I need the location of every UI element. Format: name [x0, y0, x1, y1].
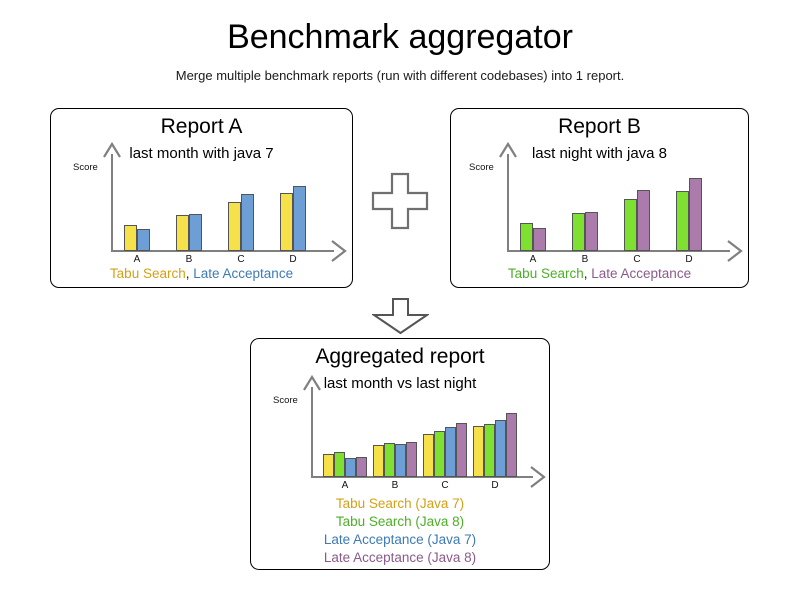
plus-sign-icon: [371, 172, 429, 230]
legend-item-late-acceptance: Late Acceptance: [193, 266, 294, 281]
x-axis-tick-label: B: [391, 480, 399, 491]
bar: [334, 452, 345, 477]
panel-report-a: Report A last month with java 7 Score A B C…: [50, 108, 353, 288]
bar: [124, 225, 137, 251]
bar: [445, 427, 456, 477]
bar: [373, 444, 384, 477]
bar: [323, 454, 334, 477]
bar: [689, 178, 702, 251]
chart-report-b-legend: Tabu Search, Late Acceptance: [451, 266, 748, 281]
x-axis-tick-label: A: [529, 254, 537, 265]
y-axis-label: Score: [469, 162, 494, 173]
panel-report-a-subtitle: last month with java 7: [129, 145, 274, 162]
x-axis: [111, 250, 334, 253]
bar: [423, 433, 434, 477]
x-axis-tick-label: B: [185, 254, 193, 265]
bar: [293, 185, 306, 251]
x-axis: [311, 476, 533, 479]
legend-item-tabu-search: Tabu Search: [109, 266, 186, 281]
bar: [434, 431, 445, 477]
x-axis-tick-label: A: [133, 254, 141, 265]
bar: [484, 423, 495, 477]
y-axis-label: Score: [273, 395, 298, 406]
bar: [572, 212, 585, 251]
bar: [384, 443, 395, 477]
x-axis-tick-label: C: [237, 254, 245, 265]
bar: [241, 194, 254, 251]
y-axis: [507, 154, 510, 250]
y-axis-arrowhead: [102, 141, 122, 158]
down-arrow-icon: [372, 297, 429, 335]
panel-aggregated-report: Aggregated report last month vs last nig…: [250, 338, 550, 570]
chart-aggregated-legend-line-1: Tabu Search (Java 7): [335, 496, 465, 511]
legend-item-tabu-search: Tabu Search: [507, 266, 584, 281]
y-axis-label: Score: [73, 162, 98, 173]
panel-report-a-title: Report A: [160, 115, 243, 138]
bar: [395, 444, 406, 477]
panel-report-b-title: Report B: [558, 115, 641, 138]
x-axis-tick-label: D: [685, 254, 693, 265]
x-axis-tick-label: C: [633, 254, 641, 265]
chart-aggregated: Score A B C D: [251, 339, 551, 571]
panel-aggregated-subtitle: last month vs last night: [323, 375, 477, 392]
x-axis-arrowhead: [529, 465, 547, 489]
legend-item-late-acceptance: Late Acceptance: [591, 266, 692, 281]
bar: [624, 199, 637, 251]
x-axis-arrowhead: [726, 239, 744, 263]
x-axis-tick-label: D: [289, 254, 297, 265]
legend-separator: ,: [185, 266, 194, 281]
legend-separator: ,: [583, 266, 592, 281]
x-axis-tick-label: A: [341, 480, 349, 491]
x-axis-tick-label: C: [441, 480, 449, 491]
bar: [228, 202, 241, 251]
bar: [189, 213, 202, 251]
bar: [533, 227, 546, 251]
panel-aggregated-title: Aggregated report: [315, 345, 485, 368]
x-axis-tick-label: B: [581, 254, 589, 265]
chart-aggregated-legend-line-4: Late Acceptance (Java 8): [323, 550, 477, 565]
bar: [137, 228, 150, 251]
page-title: Benchmark aggregator: [227, 18, 573, 56]
y-axis: [311, 387, 314, 476]
bar: [520, 223, 533, 251]
bar: [495, 419, 506, 477]
bar: [676, 190, 689, 251]
bar: [506, 412, 517, 477]
x-axis: [507, 250, 730, 253]
bar: [637, 189, 650, 251]
bar: [345, 457, 356, 477]
page-subtitle: Merge multiple benchmark reports (run wi…: [175, 68, 625, 83]
bar: [280, 193, 293, 251]
y-axis-arrowhead: [302, 374, 322, 391]
panel-report-b-subtitle: last night with java 8: [531, 145, 668, 162]
chart-aggregated-legend-line-3: Late Acceptance (Java 7): [323, 532, 477, 547]
x-axis-tick-label: D: [491, 480, 499, 491]
bar: [456, 422, 467, 477]
bar: [473, 426, 484, 477]
bar: [585, 211, 598, 251]
chart-report-a-legend: Tabu Search, Late Acceptance: [51, 266, 352, 281]
bar: [356, 456, 367, 477]
chart-report-b: Score A B C D: [451, 109, 750, 289]
x-axis-arrowhead: [330, 239, 348, 263]
y-axis-arrowhead: [498, 141, 518, 158]
chart-aggregated-legend-line-2: Tabu Search (Java 8): [335, 514, 465, 529]
bar: [406, 442, 417, 477]
bar: [176, 214, 189, 251]
y-axis: [111, 154, 114, 250]
panel-report-b: Report B last night with java 8 Score A B C…: [450, 108, 749, 288]
chart-report-a: Score A B C D: [51, 109, 354, 289]
